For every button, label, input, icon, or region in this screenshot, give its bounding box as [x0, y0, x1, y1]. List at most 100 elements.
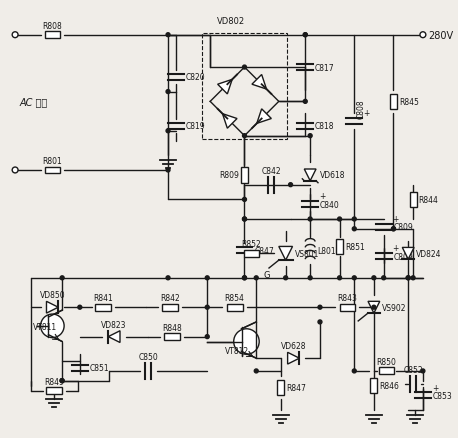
Text: VD823: VD823	[101, 320, 127, 329]
Text: R801: R801	[43, 157, 62, 166]
Text: R843: R843	[338, 293, 357, 303]
Circle shape	[352, 276, 356, 280]
Circle shape	[234, 329, 259, 354]
Text: R842: R842	[160, 293, 180, 303]
Text: C840: C840	[320, 200, 340, 209]
Circle shape	[166, 90, 170, 94]
Circle shape	[372, 276, 376, 280]
Circle shape	[78, 306, 82, 310]
Text: R854: R854	[225, 293, 245, 303]
Circle shape	[243, 218, 246, 222]
Bar	[379, 367, 394, 374]
Circle shape	[166, 169, 170, 173]
Circle shape	[303, 34, 307, 38]
Circle shape	[338, 218, 342, 222]
Text: R845: R845	[399, 98, 419, 106]
Circle shape	[284, 276, 288, 280]
Polygon shape	[304, 170, 316, 181]
Bar	[244, 250, 259, 257]
Circle shape	[303, 34, 307, 38]
Text: +: +	[432, 383, 438, 392]
Circle shape	[421, 369, 425, 373]
Text: C818: C818	[315, 122, 334, 131]
Text: R850: R850	[376, 357, 397, 366]
Text: VD824: VD824	[416, 249, 442, 258]
Circle shape	[352, 369, 356, 373]
Text: VT811: VT811	[33, 322, 57, 331]
Text: +: +	[393, 215, 399, 223]
Circle shape	[166, 276, 170, 280]
Circle shape	[243, 276, 246, 280]
Text: C809: C809	[393, 223, 413, 232]
Polygon shape	[257, 110, 271, 124]
Polygon shape	[288, 353, 300, 364]
Circle shape	[382, 276, 386, 280]
Text: VD802: VD802	[217, 17, 245, 26]
Text: R809: R809	[219, 171, 239, 180]
Bar	[339, 304, 355, 311]
Bar	[227, 304, 243, 311]
Text: C850: C850	[139, 352, 158, 361]
Circle shape	[308, 134, 312, 138]
Text: C852: C852	[403, 365, 423, 374]
Circle shape	[60, 276, 64, 280]
Polygon shape	[402, 248, 414, 260]
Circle shape	[166, 130, 170, 134]
Text: +: +	[363, 109, 370, 118]
Polygon shape	[368, 302, 380, 313]
Bar	[371, 378, 377, 394]
Circle shape	[352, 218, 356, 222]
Circle shape	[406, 276, 410, 280]
Bar	[278, 380, 284, 396]
Circle shape	[243, 276, 246, 280]
Circle shape	[60, 379, 64, 383]
Bar	[46, 387, 62, 394]
Bar	[390, 94, 397, 110]
Bar	[162, 304, 178, 311]
Circle shape	[308, 218, 312, 222]
Text: +: +	[393, 244, 399, 253]
Text: R844: R844	[419, 195, 438, 205]
Circle shape	[41, 314, 64, 338]
Text: C851: C851	[90, 364, 109, 373]
Text: L801: L801	[317, 246, 336, 255]
Text: VT812: VT812	[225, 346, 249, 356]
Circle shape	[205, 306, 209, 310]
Bar	[44, 167, 60, 174]
Circle shape	[289, 183, 293, 187]
Polygon shape	[279, 247, 293, 261]
Circle shape	[205, 335, 209, 339]
Text: C809: C809	[393, 252, 413, 261]
Bar	[95, 304, 111, 311]
Circle shape	[254, 369, 258, 373]
Circle shape	[406, 276, 410, 280]
Bar	[164, 333, 180, 340]
Text: +: +	[319, 192, 325, 201]
Text: AC 输入: AC 输入	[19, 97, 47, 107]
Circle shape	[303, 100, 307, 104]
Circle shape	[243, 198, 246, 202]
Circle shape	[60, 379, 64, 383]
Circle shape	[243, 134, 246, 138]
Text: R848: R848	[162, 323, 182, 332]
Circle shape	[308, 276, 312, 280]
Text: C853: C853	[433, 391, 453, 400]
Circle shape	[12, 168, 18, 173]
Text: G: G	[264, 270, 270, 279]
Circle shape	[243, 218, 246, 222]
Text: R841: R841	[93, 293, 113, 303]
Bar	[44, 32, 60, 39]
Text: R851: R851	[345, 242, 365, 251]
Text: C847: C847	[254, 246, 274, 255]
Text: VS902: VS902	[382, 303, 406, 312]
Text: VD628: VD628	[281, 342, 306, 350]
Circle shape	[411, 276, 415, 280]
Circle shape	[254, 276, 258, 280]
Polygon shape	[218, 80, 232, 95]
Circle shape	[372, 306, 376, 310]
Text: C820: C820	[185, 73, 205, 82]
Text: R849: R849	[44, 377, 64, 386]
Text: C808: C808	[356, 99, 365, 119]
Text: R852: R852	[241, 240, 261, 249]
Text: R846: R846	[379, 381, 399, 390]
